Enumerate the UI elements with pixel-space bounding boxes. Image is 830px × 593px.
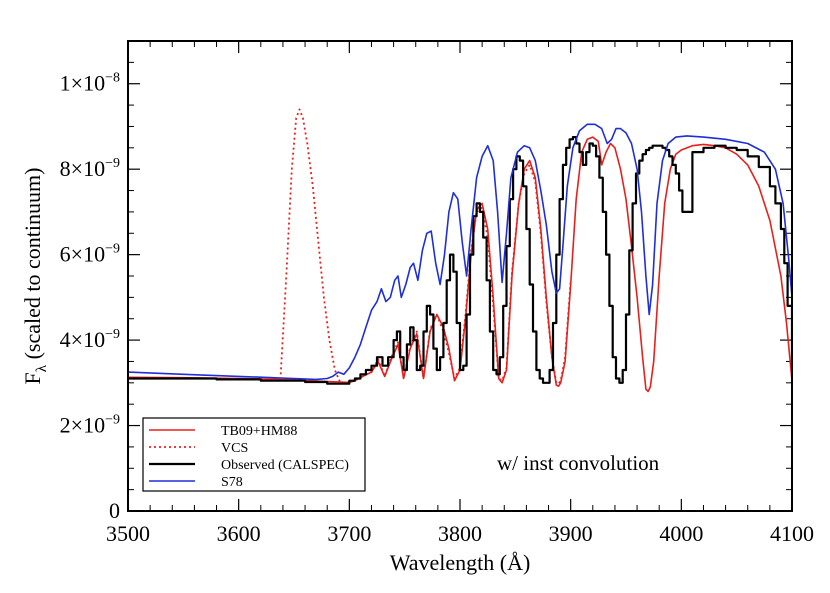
x-tick-label: 3500: [106, 521, 150, 546]
legend-label-1: VCS: [221, 441, 248, 456]
legend: TB09+HM88 VCS Observed (CALSPEC) S78: [142, 417, 366, 492]
x-tick-label: 3900: [549, 521, 593, 546]
plot-frame: [127, 40, 793, 512]
y-tick-label: 4×10−9: [60, 327, 120, 352]
x-axis-title: Wavelength (Å): [390, 550, 531, 575]
legend-label-3: S78: [221, 475, 243, 490]
y-tick-label: 0: [109, 498, 120, 523]
y-tick-label: 2×10−9: [60, 413, 120, 438]
y-tick-label: 6×10−9: [60, 242, 120, 267]
annotation-label: w/ inst convolution: [497, 451, 660, 475]
y-axis-title: Fλ (scaled to continuum): [20, 168, 50, 385]
y-tick-label: 8×10−9: [60, 156, 120, 181]
x-tick-label: 3800: [438, 521, 482, 546]
axes-group: 3500 3600 3700 3800 3900 4000 4100 0 2×10−9 4×10−…: [20, 41, 814, 575]
series-group: [128, 108, 792, 393]
series-line-2: [128, 136, 792, 385]
legend-label-0: TB09+HM88: [221, 424, 297, 439]
series-line-1: [279, 108, 572, 385]
series-line-3: [128, 123, 792, 381]
y-tick-label: 1×10−8: [60, 71, 120, 96]
x-tick-label: 4000: [659, 521, 703, 546]
legend-label-2: Observed (CALSPEC): [221, 458, 349, 473]
x-tick-label: 4100: [770, 521, 814, 546]
x-tick-label: 3600: [217, 521, 261, 546]
x-tick-label: 3700: [327, 521, 371, 546]
